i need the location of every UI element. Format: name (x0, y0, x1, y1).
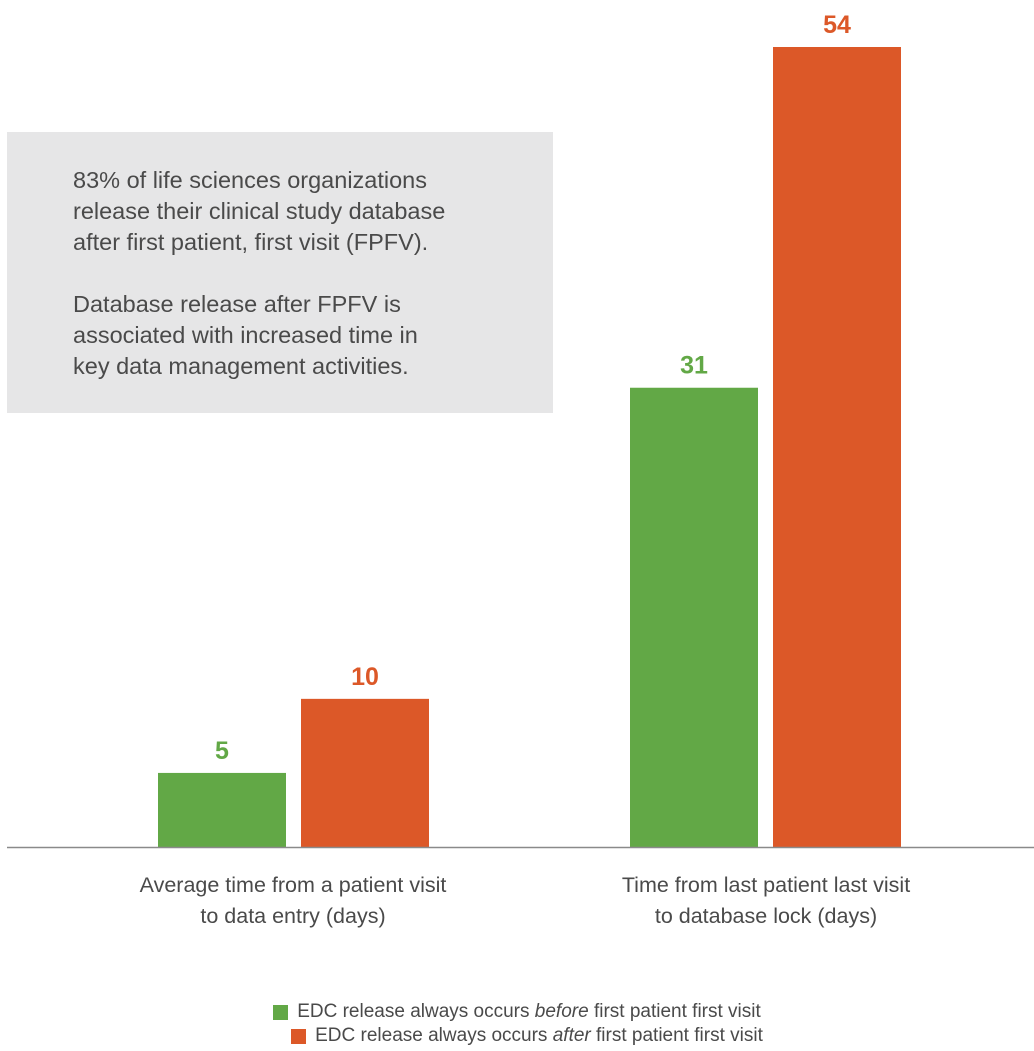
legend-swatch-before (273, 1004, 289, 1020)
legend-text-before: EDC release always occurs before first p… (297, 1001, 761, 1022)
bars-group (158, 47, 901, 847)
callout-paragraph-2: Database release after FPFV is associate… (73, 291, 418, 379)
bar-before-2 (630, 387, 758, 847)
callout-paragraph-1: 83% of life sciences organizations relea… (73, 167, 446, 255)
callout-box: 83% of life sciences organizations relea… (7, 132, 553, 413)
value-labels-group: 5 31 10 54 (215, 11, 851, 765)
legend-text-after: EDC release always occurs after first pa… (315, 1025, 763, 1046)
legend-swatch-after (291, 1028, 307, 1044)
legend: EDC release always occurs before first p… (0, 1000, 1034, 1048)
value-label-after-1: 10 (351, 663, 379, 691)
legend-item-before: EDC release always occurs before first p… (273, 1000, 761, 1024)
category-label-2: Time from last patient last visit to dat… (621, 873, 911, 928)
value-label-before-1: 5 (215, 737, 229, 765)
bar-before-1 (158, 772, 286, 847)
bar-after-2 (773, 47, 901, 847)
bar-after-1 (301, 698, 429, 847)
value-label-before-2: 31 (680, 352, 708, 380)
legend-item-after: EDC release always occurs after first pa… (291, 1024, 763, 1048)
category-label-1: Average time from a patient visit to dat… (139, 873, 447, 928)
value-label-after-2: 54 (823, 11, 851, 39)
